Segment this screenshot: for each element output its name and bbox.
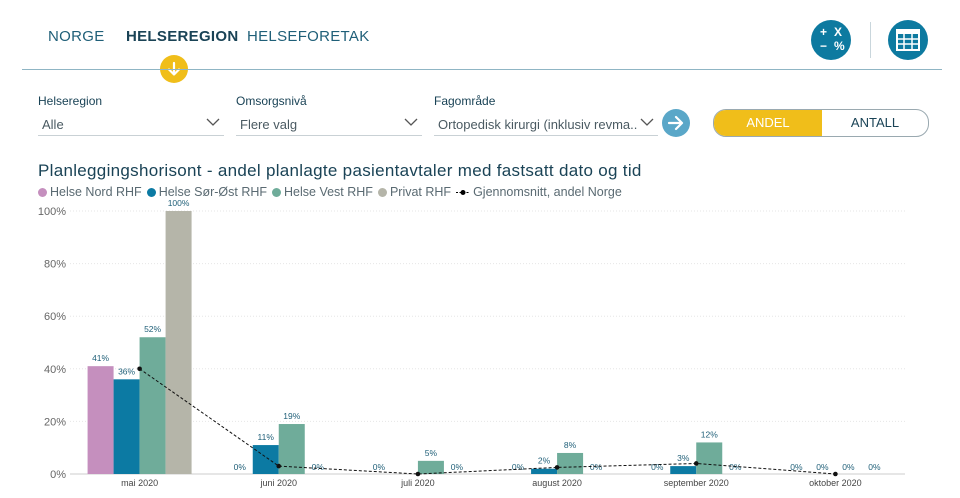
minus-symbol: − [820,39,828,53]
bar [417,460,444,474]
data-label: 0% [512,462,525,472]
data-label: 0% [729,462,742,472]
chevron-down-icon [206,118,220,126]
average-point [276,463,282,469]
bar [531,468,558,474]
filter-label-helseregion: Helseregion [38,94,103,108]
filter-label-fagomrade: Fagområde [434,94,496,108]
x-tick-label: september 2020 [664,478,729,488]
data-label: 0% [868,462,881,472]
data-label: 0% [651,462,664,472]
data-label: 0% [451,462,464,472]
bar-chart: 0% 20% 40% 60% 80% 100% 41% 36% 52% 100% mai 2020 0… [38,200,905,488]
average-point [693,461,699,466]
bar [165,211,192,474]
helseregion-value: Alle [42,117,64,132]
y-tick-label: 20% [44,416,66,428]
tab-helseforetak[interactable]: HELSEFORETAK [247,28,370,45]
legend-line-swatch [456,189,471,195]
x-tick-label: juni 2020 [259,478,297,488]
data-label: 5% [425,448,438,458]
data-label: 52% [144,324,161,334]
percent-symbol: % [834,39,845,53]
bar [252,445,279,474]
bar [557,452,584,474]
average-point [137,366,142,372]
y-tick-label: 60% [44,311,66,323]
plus-symbol: + [820,25,828,39]
fagomrade-dropdown[interactable]: Ortopedisk kirurgi (inklusiv revma... [434,113,658,136]
legend-item-privat[interactable]: Privat RHF [377,185,452,199]
times-symbol: X [834,25,843,39]
x-tick-label: august 2020 [532,478,582,488]
y-tick-label: 80% [44,259,66,271]
data-label: 19% [283,411,300,421]
legend-item-vest[interactable]: Helse Vest RHF [272,185,373,199]
calculator-icon[interactable]: + X − % [811,20,851,60]
legend-item-sorost[interactable]: Helse Sør-Øst RHF [146,185,268,199]
omsorgsniva-value: Flere valg [240,117,298,132]
y-tick-label: 40% [44,364,66,376]
omsorgsniva-dropdown[interactable]: Flere valg [236,113,422,136]
data-label: 0% [373,462,386,472]
legend-item-average[interactable]: Gjennomsnitt, andel Norge [456,185,622,199]
bar [87,366,114,474]
x-tick-label: mai 2020 [121,478,158,488]
tab-helseregion[interactable]: HELSEREGION [126,28,239,45]
data-label: 41% [92,353,109,363]
filter-label-omsorgsniva: Omsorgsnivå [236,94,307,108]
data-label: 0% [842,462,855,472]
average-line [139,368,836,475]
data-label: 0% [816,462,829,472]
chart-legend: Helse Nord RHF Helse Sør-Øst RHF Helse V… [38,185,627,199]
legend-label: Helse Nord RHF [50,185,142,199]
data-label: 3% [677,453,690,463]
data-label: 12% [701,429,718,439]
data-label: 0% [234,462,247,472]
y-tick-label: 0% [50,469,66,481]
arrow-right-icon[interactable] [662,109,690,137]
helseregion-dropdown[interactable]: Alle [38,113,224,136]
bar [670,466,697,474]
button-separator [870,22,871,58]
bar [139,337,166,474]
data-label: 100% [168,200,190,208]
legend-dot [146,187,156,197]
toggle-antall[interactable]: ANTALL [850,115,900,130]
bar [113,379,140,474]
chevron-down-icon [640,118,654,126]
legend-item-nord[interactable]: Helse Nord RHF [38,185,142,199]
legend-label: Gjennomsnitt, andel Norge [473,185,622,199]
chart-title: Planleggingshorisont - andel planlagte p… [38,161,642,180]
tab-norge[interactable]: NORGE [48,28,105,45]
bar [696,442,723,474]
average-point [415,471,421,477]
y-tick-label: 100% [38,206,66,218]
legend-dot [38,187,47,197]
data-label: 0% [590,462,603,472]
data-label: 36% [118,366,135,376]
legend-dot [272,187,282,197]
legend-label: Helse Sør-Øst RHF [158,185,268,199]
average-point [554,465,560,470]
bar [278,424,305,474]
data-label: 0% [790,462,803,472]
x-tick-label: juli 2020 [400,478,435,488]
andel-antall-toggle: ANDEL ANTALL [713,109,929,137]
fagomrade-value: Ortopedisk kirurgi (inklusiv revma... [438,117,638,132]
legend-label: Privat RHF [389,185,452,199]
data-label: 2% [538,456,551,466]
data-label: 8% [564,440,577,450]
toggle-andel[interactable]: ANDEL [714,110,822,136]
data-label: 11% [258,432,275,442]
legend-label: Helse Vest RHF [284,185,373,199]
average-point [833,471,838,477]
legend-dot [377,187,387,197]
table-icon[interactable] [888,20,928,60]
data-label: 0% [312,462,325,472]
x-tick-label: oktober 2020 [809,478,862,488]
chevron-down-icon [404,118,418,126]
header-divider [22,69,942,70]
